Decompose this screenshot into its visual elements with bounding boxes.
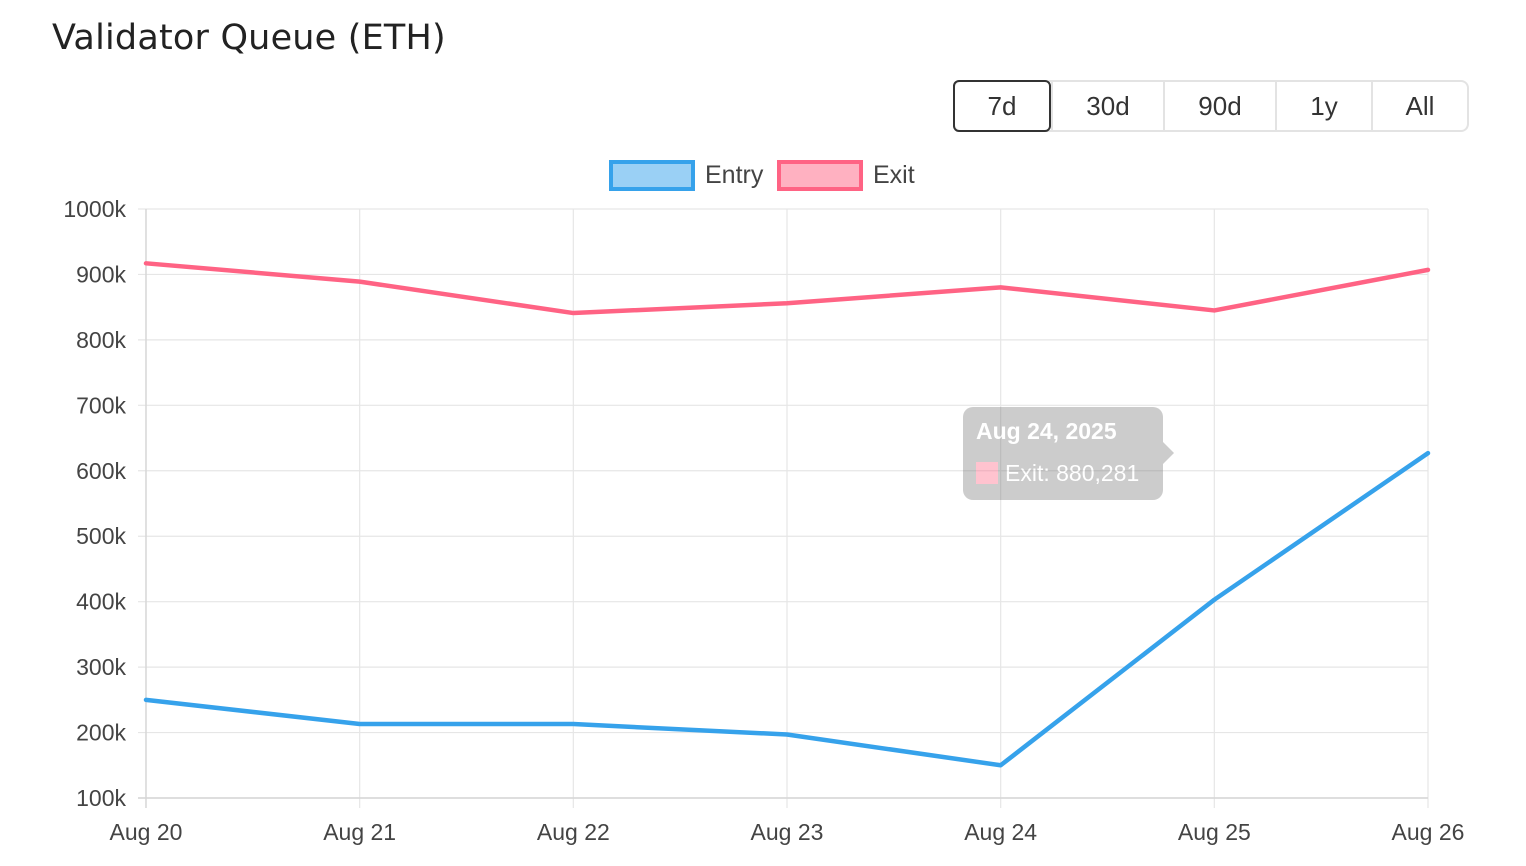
legend-swatch-entry[interactable]: [609, 160, 695, 191]
x-tick-label: Aug 22: [537, 819, 610, 845]
time-range-selector: 7d 30d 90d 1y All: [953, 80, 1469, 132]
x-tick-label: Aug 24: [964, 819, 1037, 845]
series-line-entry: [143, 450, 1431, 768]
y-tick-label: 700k: [76, 392, 126, 418]
tooltip-caret: [1163, 442, 1174, 464]
range-30d-button[interactable]: 30d: [1051, 82, 1163, 130]
legend-label-entry[interactable]: Entry: [705, 161, 764, 189]
y-tick-label: 400k: [76, 589, 126, 615]
y-tick-label: 900k: [76, 261, 126, 287]
tooltip-swatch: [976, 462, 998, 484]
y-tick-label: 1000k: [63, 196, 126, 222]
legend-swatch-exit[interactable]: [777, 160, 863, 191]
tooltip-value: Exit: 880,281: [1005, 460, 1139, 486]
x-tick-label: Aug 20: [110, 819, 183, 845]
x-tick-label: Aug 25: [1178, 819, 1251, 845]
tooltip-date: Aug 24, 2025: [976, 418, 1117, 444]
x-tick-label: Aug 23: [751, 819, 824, 845]
y-tick-label: 600k: [76, 458, 126, 484]
page-title: Validator Queue (ETH): [52, 18, 446, 58]
chart-grid: [138, 208, 1429, 808]
y-tick-label: 100k: [76, 785, 126, 811]
series-line-exit: [143, 261, 1431, 316]
x-tick-label: Aug 26: [1392, 819, 1465, 845]
range-90d-button[interactable]: 90d: [1163, 82, 1275, 130]
y-tick-label: 300k: [76, 654, 126, 680]
chart-legend: Entry Exit: [609, 160, 915, 191]
y-tick-label: 800k: [76, 327, 126, 353]
range-all-button[interactable]: All: [1371, 82, 1467, 130]
chart-tooltip: Aug 24, 2025 Exit: 880,281: [963, 407, 1174, 500]
y-tick-label: 500k: [76, 523, 126, 549]
y-tick-label: 200k: [76, 720, 126, 746]
range-1y-button[interactable]: 1y: [1275, 82, 1371, 130]
range-7d-button[interactable]: 7d: [953, 80, 1051, 132]
x-tick-label: Aug 21: [323, 819, 396, 845]
legend-label-exit[interactable]: Exit: [873, 161, 915, 189]
tooltip-box: [963, 407, 1163, 500]
chart-series: [143, 261, 1431, 768]
chart-axes: 1000k 900k 800k 700k 600k 500k 400k 300k 200k 100…: [63, 196, 1464, 845]
